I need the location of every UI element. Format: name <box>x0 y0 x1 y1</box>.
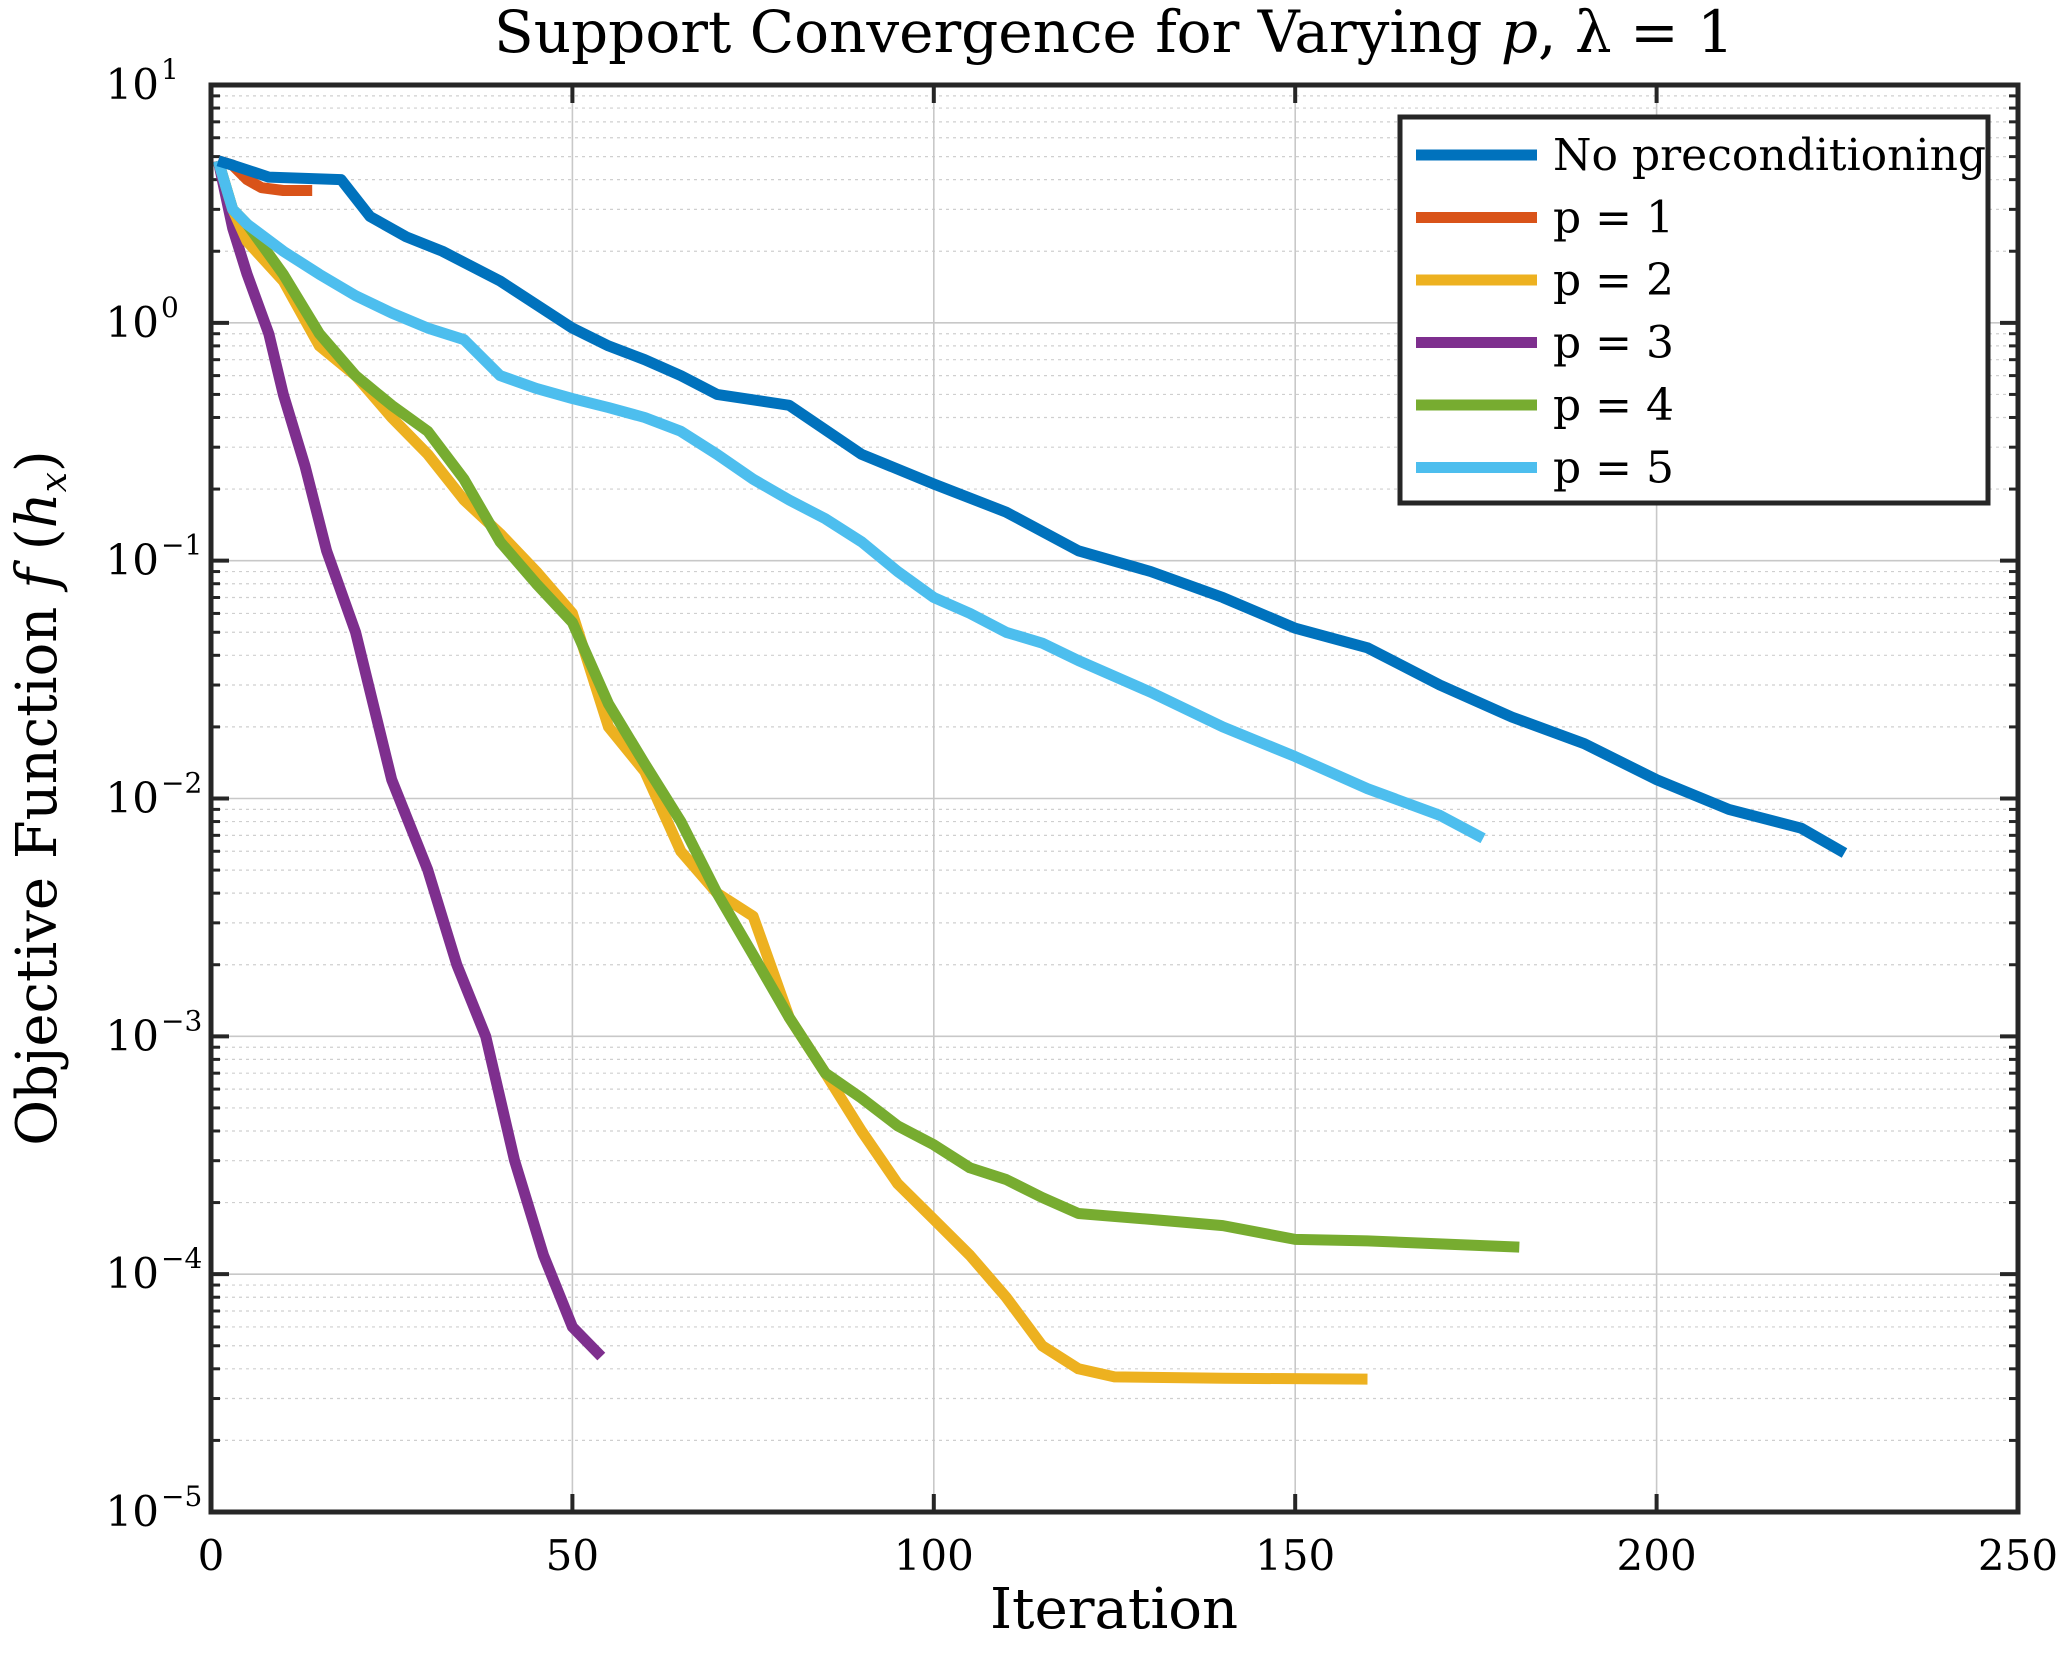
y-tick-label: 10 <box>106 298 159 347</box>
legend: No preconditioning p = 1 p = 2 p = 3 p = 4 p … <box>1397 114 1991 506</box>
y-tick-label-exponent: −3 <box>161 1004 202 1037</box>
y-axis-label: Objective Function f (hx) <box>5 450 75 1146</box>
y-axis-label-part-3: ( <box>5 528 70 568</box>
x-tick-label: 100 <box>894 1531 974 1580</box>
y-tick-label-exponent: 1 <box>161 53 179 86</box>
y-tick-label-exponent: 0 <box>161 291 179 324</box>
x-tick-labels: 0 50 100 150 200 250 <box>198 1531 2058 1580</box>
legend-label-3: p = 3 <box>1553 318 1674 369</box>
x-tick-label: 200 <box>1617 1531 1697 1580</box>
plot-frame <box>208 82 2021 1515</box>
chart-title-part-1: Support Convergence for Varying <box>494 0 1501 66</box>
y-axis-label-part-4: h <box>5 492 70 528</box>
y-tick-label: 10 <box>106 536 159 585</box>
legend-label-1: p = 1 <box>1553 193 1674 244</box>
x-tick-label: 0 <box>198 1531 225 1580</box>
x-tick-label: 250 <box>1978 1531 2058 1580</box>
chart-title-part-3: , λ = 1 <box>1538 0 1734 66</box>
y-tick-label: 10 <box>106 1487 159 1536</box>
legend-label-0: No preconditioning <box>1553 130 1986 181</box>
series-line-5 <box>212 159 1486 844</box>
legend-label-4: p = 4 <box>1553 380 1674 431</box>
y-axis-label-part-5: x <box>34 472 75 492</box>
y-tick-label: 10 <box>106 1249 159 1298</box>
x-axis-label: Iteration <box>990 1577 1238 1642</box>
y-tick-label-exponent: −1 <box>161 529 202 562</box>
y-tick-label-exponent: −4 <box>161 1242 202 1275</box>
y-tick-label-exponent: −5 <box>161 1480 202 1513</box>
x-tick-label: 150 <box>1255 1531 1335 1580</box>
y-tick-label: 10 <box>106 774 159 823</box>
legend-label-2: p = 2 <box>1553 255 1674 306</box>
y-axis-label-part-1: Objective Function <box>5 589 70 1146</box>
x-tick-label: 50 <box>546 1531 599 1580</box>
y-tick-label: 10 <box>106 60 159 109</box>
series-line-4 <box>212 159 1520 1253</box>
legend-label-5: p = 5 <box>1553 443 1674 494</box>
series-lines <box>212 155 1848 1385</box>
legend-box <box>1397 114 1991 506</box>
chart-title: Support Convergence for Varying p, λ = 1 <box>494 0 1734 66</box>
y-axis-label-part-6: ) <box>5 450 70 472</box>
y-tick-label-exponent: −2 <box>161 767 202 800</box>
chart-title-part-2: p <box>1501 0 1538 66</box>
series-line-3 <box>212 159 606 1361</box>
y-tick-label: 10 <box>106 1011 159 1060</box>
series-line-0 <box>216 155 1848 858</box>
